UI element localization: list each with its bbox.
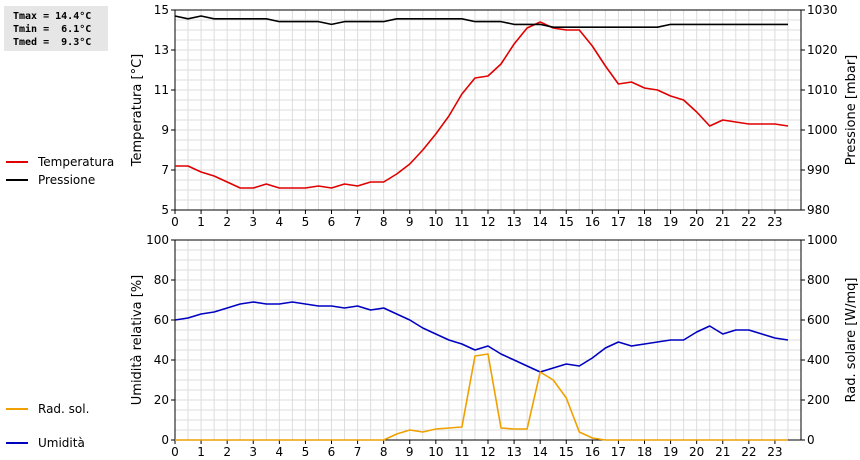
y2-tick-label: 200: [807, 393, 830, 407]
x-tick-label: 8: [380, 215, 388, 229]
y-tick-label: 80: [154, 273, 169, 287]
x-tick-label: 7: [354, 445, 362, 459]
legend-label: Pressione: [38, 173, 95, 187]
x-tick-label: 16: [585, 215, 600, 229]
x-tick-label: 4: [276, 445, 284, 459]
x-tick-label: 2: [223, 215, 231, 229]
y2-tick-label: 0: [807, 433, 815, 447]
y-tick-label: 20: [154, 393, 169, 407]
legend-label: Temperatura: [37, 155, 114, 169]
x-tick-label: 23: [767, 445, 782, 459]
x-tick-label: 17: [611, 445, 626, 459]
x-tick-label: 11: [454, 445, 469, 459]
x-tick-label: 13: [506, 445, 521, 459]
x-tick-label: 10: [428, 445, 443, 459]
series-line: [175, 21, 789, 189]
y2-axis-label: Rad. solare [W/mq]: [844, 277, 859, 402]
y-tick-label: 60: [154, 313, 169, 327]
series-line: [174, 15, 788, 29]
x-tick-label: 22: [741, 445, 756, 459]
y-axis-label: Umidità relativa [%]: [130, 275, 145, 405]
x-tick-label: 16: [585, 445, 600, 459]
y-tick-label: 100: [146, 233, 169, 247]
x-tick-label: 18: [637, 215, 652, 229]
y2-axis-label: Pressione [mbar]: [844, 55, 859, 166]
x-tick-label: 9: [406, 445, 414, 459]
y-tick-label: 9: [161, 123, 169, 137]
x-tick-label: 21: [715, 215, 730, 229]
y2-tick-label: 800: [807, 273, 830, 287]
x-tick-label: 0: [171, 445, 179, 459]
y2-tick-label: 1010: [807, 83, 838, 97]
chart-humidity-radiation: 0 1 2 3 4 5 6 7 8 9 10 11 12 13 14 15 16 17 18 19 20 21 22 2302…: [6, 233, 859, 459]
x-tick-label: 3: [249, 445, 257, 459]
x-tick-label: 19: [663, 445, 678, 459]
y-tick-label: 7: [161, 163, 169, 177]
y-tick-label: 13: [154, 43, 169, 57]
tmax-label: Tmax = 14.4°C: [13, 11, 92, 22]
legend-label: Umidità: [38, 436, 85, 450]
y2-tick-label: 1000: [807, 233, 838, 247]
y-tick-label: 11: [154, 83, 169, 97]
x-tick-label: 10: [428, 215, 443, 229]
y2-tick-label: 1030: [807, 3, 838, 17]
x-tick-label: 12: [480, 445, 495, 459]
x-tick-label: 15: [559, 215, 574, 229]
x-tick-label: 14: [533, 445, 548, 459]
y2-tick-label: 980: [807, 203, 830, 217]
series-line: [175, 353, 788, 441]
x-tick-label: 14: [533, 215, 548, 229]
tmed-label: Tmed = 9.3°C: [13, 37, 92, 48]
x-tick-label: 6: [328, 215, 336, 229]
x-tick-label: 7: [354, 215, 362, 229]
y-tick-label: 15: [154, 3, 169, 17]
y2-tick-label: 1020: [807, 43, 838, 57]
y2-tick-label: 990: [807, 163, 830, 177]
x-tick-label: 5: [302, 215, 310, 229]
x-tick-label: 19: [663, 215, 678, 229]
y-axis-label: Temperatura [°C]: [130, 54, 145, 167]
x-tick-label: 20: [689, 215, 704, 229]
y-tick-label: 40: [154, 353, 169, 367]
x-tick-label: 11: [454, 215, 469, 229]
x-tick-label: 23: [767, 215, 782, 229]
x-tick-label: 22: [741, 215, 756, 229]
x-tick-label: 15: [559, 445, 574, 459]
y-tick-label: 5: [161, 203, 169, 217]
x-tick-label: 20: [689, 445, 704, 459]
y2-tick-label: 1000: [807, 123, 838, 137]
x-tick-label: 4: [276, 215, 284, 229]
x-tick-label: 6: [328, 445, 336, 459]
x-tick-label: 12: [480, 215, 495, 229]
series-line: [174, 301, 789, 373]
y-tick-label: 0: [161, 433, 169, 447]
x-tick-label: 17: [611, 215, 626, 229]
x-tick-label: 1: [197, 445, 205, 459]
tmin-label: Tmin = 6.1°C: [13, 24, 92, 35]
y2-tick-label: 600: [807, 313, 830, 327]
y2-tick-label: 400: [807, 353, 830, 367]
x-tick-label: 8: [380, 445, 388, 459]
x-tick-label: 5: [302, 445, 310, 459]
x-tick-label: 1: [197, 215, 205, 229]
x-tick-label: 21: [715, 445, 730, 459]
x-tick-label: 9: [406, 215, 414, 229]
x-tick-label: 13: [506, 215, 521, 229]
x-tick-label: 0: [171, 215, 179, 229]
x-tick-label: 3: [249, 215, 257, 229]
x-tick-label: 2: [223, 445, 231, 459]
legend-label: Rad. sol.: [38, 402, 89, 416]
chart-temperature-pressure: 0 1 2 3 4 5 6 7 8 9 10 11 12 13 14 15 16 17 18 19 20 21 22 2357…: [6, 3, 859, 229]
stats-box: Tmax = 14.4°C Tmin = 6.1°C Tmed = 9.3°C: [4, 6, 108, 51]
x-tick-label: 18: [637, 445, 652, 459]
